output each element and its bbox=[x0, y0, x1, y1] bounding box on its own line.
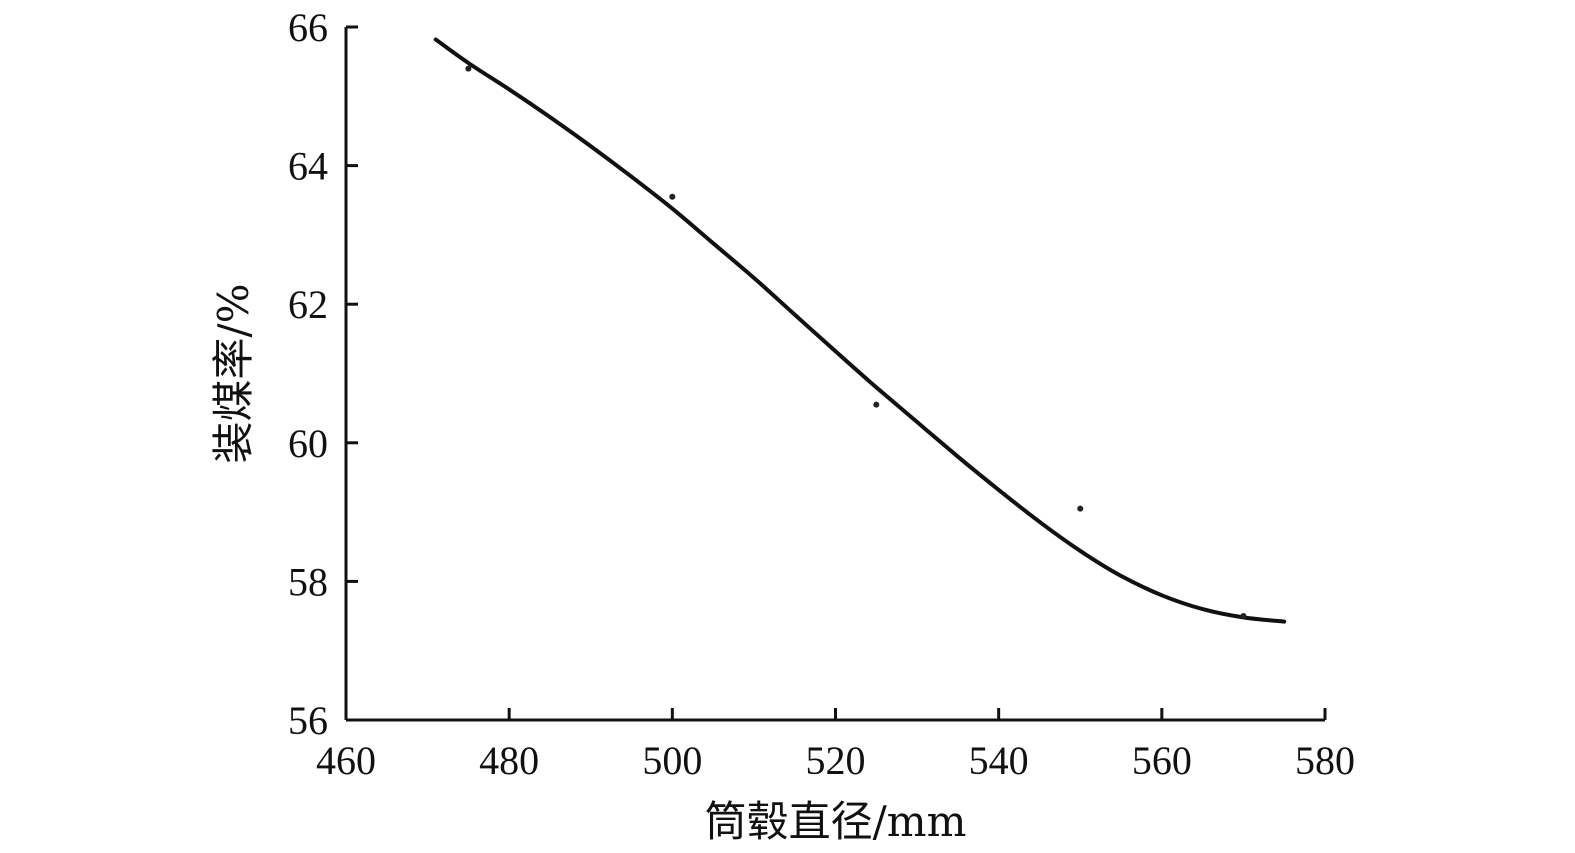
x-tick-label: 520 bbox=[806, 738, 866, 783]
x-axis-title: 筒毂直径/mm bbox=[705, 797, 967, 846]
y-ticks: 56 58 60 62 64 66 bbox=[288, 5, 358, 743]
x-tick-label: 540 bbox=[969, 738, 1029, 783]
x-tick-label: 580 bbox=[1295, 738, 1355, 783]
data-point bbox=[1077, 505, 1084, 512]
y-tick-label: 66 bbox=[288, 5, 328, 50]
x-tick-label: 480 bbox=[479, 738, 539, 783]
data-point bbox=[1240, 613, 1247, 620]
x-tick-label: 460 bbox=[316, 738, 376, 783]
y-tick-label: 60 bbox=[288, 421, 328, 466]
y-tick-label: 64 bbox=[288, 144, 328, 189]
y-tick-label: 62 bbox=[288, 282, 328, 327]
axes bbox=[344, 27, 1325, 722]
x-ticks: 460 480 500 520 540 560 580 bbox=[316, 708, 1355, 783]
x-tick-label: 560 bbox=[1132, 738, 1192, 783]
y-tick-label: 58 bbox=[288, 559, 328, 604]
y-axis-title: 装煤率/% bbox=[209, 283, 258, 463]
data-point bbox=[669, 193, 676, 200]
data-points bbox=[465, 65, 1247, 620]
y-tick-label: 56 bbox=[288, 698, 328, 743]
data-point bbox=[873, 401, 880, 408]
fitted-curve-line bbox=[433, 37, 1287, 624]
x-tick-label: 500 bbox=[642, 738, 702, 783]
data-point bbox=[465, 65, 472, 72]
